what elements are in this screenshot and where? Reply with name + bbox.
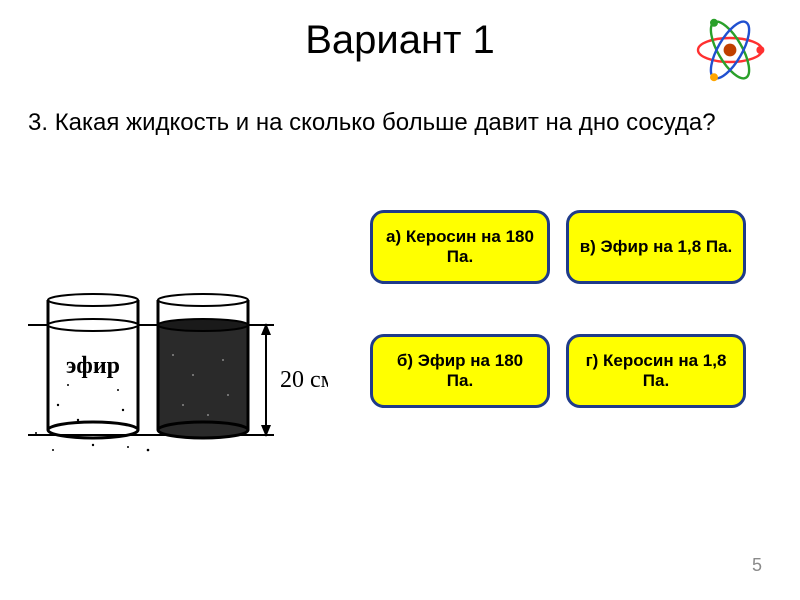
question-text: 3. Какая жидкость и на сколько больше да… [28, 108, 716, 138]
page-title: Вариант 1 [0, 0, 800, 63]
svg-text:эфир: эфир [66, 353, 120, 379]
option-a[interactable]: а) Керосин на 180 Па. [370, 210, 550, 284]
question-number: 3. [28, 109, 48, 136]
svg-text:20 см: 20 см [280, 367, 328, 393]
answer-options: а) Керосин на 180 Па. в) Эфир на 1,8 Па.… [370, 210, 770, 408]
atom-icon [690, 10, 770, 90]
question-body: Какая жидкость и на сколько больше давит… [55, 109, 716, 136]
pressure-diagram: эфир 20 см [28, 265, 328, 465]
page-number: 5 [752, 555, 762, 576]
option-c[interactable]: в) Эфир на 1,8 Па. [566, 210, 746, 284]
option-b[interactable]: б) Эфир на 180 Па. [370, 334, 550, 408]
option-d[interactable]: г) Керосин на 1,8 Па. [566, 334, 746, 408]
